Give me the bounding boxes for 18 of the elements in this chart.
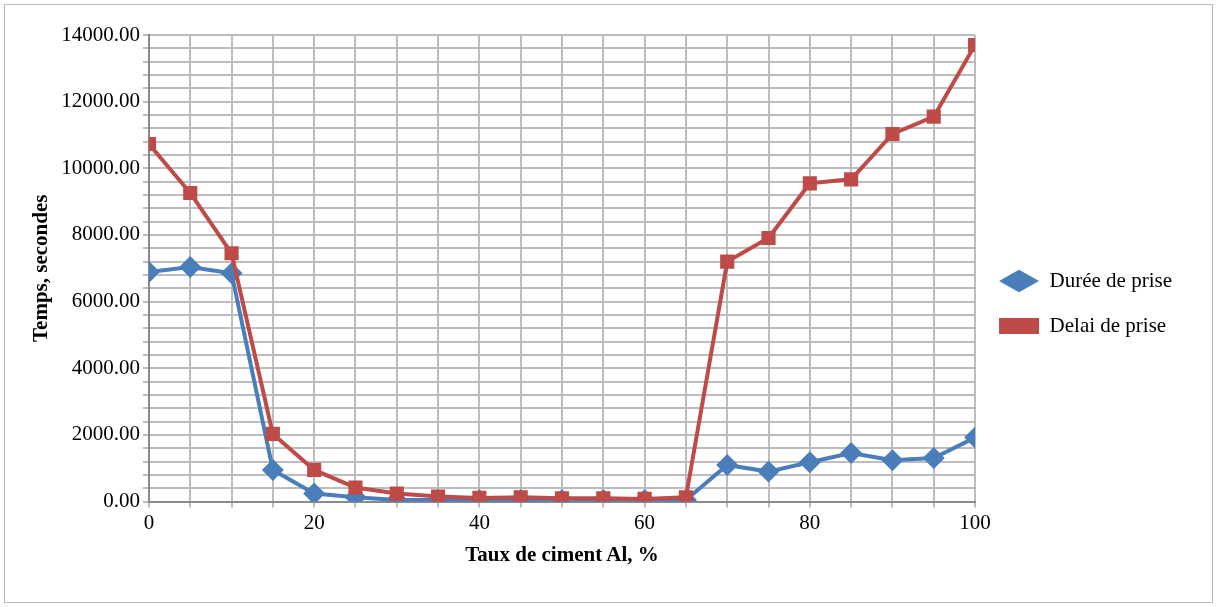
- y-tick-label: 12000.00: [61, 88, 140, 113]
- y-tick-label: 2000.00: [71, 421, 140, 446]
- y-tick-label: 4000.00: [71, 354, 140, 379]
- y-tick-label: 10000.00: [61, 154, 140, 179]
- x-tick-label: 60: [634, 509, 656, 534]
- x-tick-label: 0: [143, 509, 155, 534]
- x-tick-label: 20: [303, 509, 325, 534]
- y-axis-title: Temps, secondes: [28, 194, 53, 343]
- x-tick-label: 100: [959, 509, 991, 534]
- y-tick-label: 6000.00: [71, 288, 140, 313]
- x-tick-label: 40: [468, 509, 490, 534]
- legend-label: Delai de prise: [1049, 312, 1167, 337]
- x-axis-title: Taux de ciment Al, %: [465, 541, 659, 566]
- y-tick-label: 8000.00: [71, 221, 140, 246]
- legend-label: Durée de prise: [1049, 267, 1173, 292]
- x-tick-label: 80: [799, 509, 821, 534]
- y-tick-label: 0.00: [103, 488, 140, 513]
- y-tick-label: 14000.00: [61, 21, 140, 46]
